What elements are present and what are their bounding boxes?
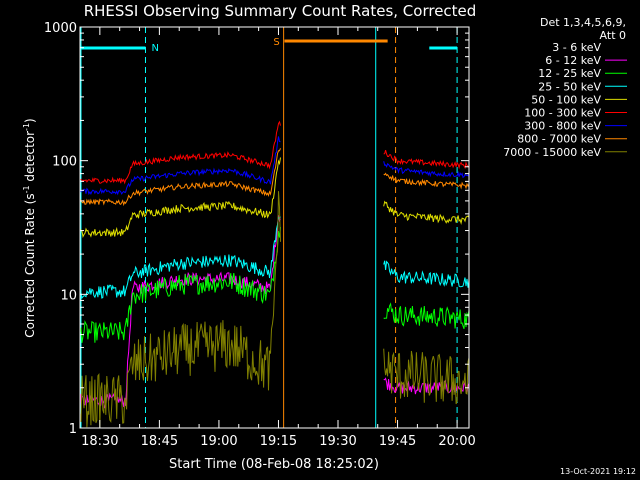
series-line-6	[80, 136, 469, 196]
chart-title: RHESSI Observing Summary Count Rates, Co…	[84, 2, 477, 20]
x-tick-label: 20:00	[438, 434, 475, 449]
legend-label: 100 - 300 keV	[524, 107, 601, 120]
axes: 18:30 18:45 19:00 19:15 19:30 19:45 20:00 1 10 10…	[44, 21, 476, 449]
y-tick-label: 1	[69, 422, 77, 437]
x-tick-label: 19:45	[379, 434, 416, 449]
legend-label: 3 - 6 keV	[552, 41, 601, 54]
x-tick-label: 19:15	[260, 434, 297, 449]
night-label: N	[151, 43, 158, 54]
series-line-3	[80, 216, 469, 300]
legend-label: 50 - 100 keV	[531, 93, 601, 106]
y-axis-label: Corrected Count Rate (s-1 detector-1)	[22, 118, 37, 337]
plot-area: NS	[80, 27, 458, 428]
legend-label: 6 - 12 keV	[545, 54, 601, 67]
series-line-8	[80, 191, 469, 428]
series-line-5	[80, 120, 469, 185]
legend-label: 7000 - 15000 keV	[503, 146, 601, 159]
y-tick-label: 1000	[44, 21, 77, 36]
series-group	[80, 116, 469, 428]
x-tick-label: 18:45	[141, 434, 178, 449]
legend-label: 800 - 7000 keV	[517, 133, 601, 146]
saa-label: S	[273, 37, 279, 48]
legend-label: 300 - 800 keV	[524, 120, 601, 133]
x-tick-label: 19:00	[200, 434, 237, 449]
series-line-4	[80, 157, 469, 238]
footer-date: 13-Oct-2021 19:12	[560, 467, 636, 476]
series-line-7	[80, 148, 469, 207]
legend-label: 25 - 50 keV	[538, 80, 601, 93]
x-axis-label: Start Time (08-Feb-08 18:25:02)	[169, 457, 379, 472]
x-tick-label: 19:30	[319, 434, 356, 449]
y-tick-label: 100	[52, 155, 77, 170]
y-tick-label: 10	[60, 288, 77, 303]
series-line-2	[80, 227, 469, 343]
legend-header-line1: Det 1,3,4,5,6,9,	[540, 16, 626, 29]
legend-label: 12 - 25 keV	[538, 67, 601, 80]
plot-frame	[79, 26, 470, 429]
legend-header-line2: Att 0	[600, 29, 626, 42]
x-tick-label: 18:30	[81, 434, 118, 449]
